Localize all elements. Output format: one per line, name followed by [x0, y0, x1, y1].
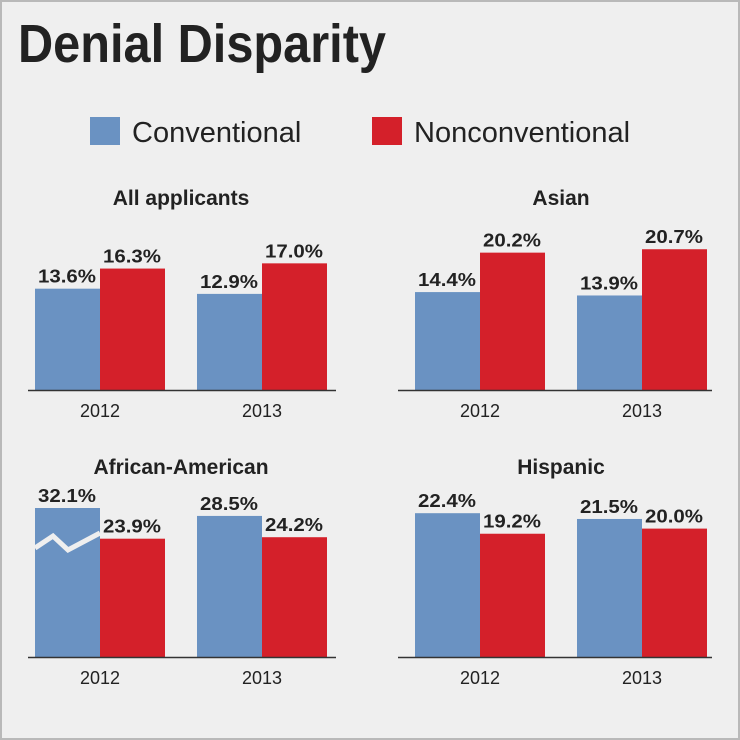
- bar-conventional-2012: [415, 292, 480, 390]
- bar-nonconventional-2012: [480, 533, 545, 657]
- data-label: 14.4%: [418, 270, 476, 290]
- legend-swatch-conventional: [90, 117, 120, 145]
- bar-nonconventional-2012: [100, 268, 165, 390]
- bar-nonconventional-2012: [100, 538, 165, 657]
- bar-conventional-2013: [197, 515, 262, 657]
- bar-conventional-2013: [577, 295, 642, 390]
- data-label: 20.2%: [483, 231, 541, 251]
- x-tick-label: 2013: [622, 401, 662, 421]
- data-label: 21.5%: [580, 497, 638, 517]
- x-tick-label: 2012: [80, 401, 120, 421]
- legend-label-nonconventional: Nonconventional: [414, 117, 630, 149]
- bar-conventional-2012: [415, 513, 480, 657]
- chart-title: Denial Disparity: [18, 14, 386, 74]
- bar-conventional-2013: [577, 518, 642, 657]
- bar-nonconventional-2013: [262, 537, 327, 657]
- bar-nonconventional-2013: [262, 263, 327, 390]
- x-tick-label: 2012: [80, 668, 120, 688]
- data-label: 28.5%: [200, 494, 258, 514]
- data-label: 16.3%: [103, 247, 161, 267]
- data-label: 13.9%: [580, 273, 638, 293]
- panel-title: All applicants: [113, 187, 250, 210]
- data-label: 32.1%: [38, 486, 96, 506]
- legend-swatch-nonconventional: [372, 117, 402, 145]
- data-label: 12.9%: [200, 272, 258, 292]
- data-label: 17.0%: [265, 241, 323, 261]
- x-tick-label: 2012: [460, 668, 500, 688]
- data-label: 24.2%: [265, 515, 323, 535]
- bar-conventional-2013: [197, 293, 262, 390]
- data-label: 20.7%: [645, 227, 703, 247]
- x-tick-label: 2013: [242, 401, 282, 421]
- bar-nonconventional-2013: [642, 249, 707, 390]
- bar-conventional-2012: [35, 508, 100, 657]
- panel-title: African-American: [93, 456, 268, 479]
- legend-label-conventional: Conventional: [132, 117, 301, 149]
- data-label: 22.4%: [418, 491, 476, 511]
- bar-conventional-2012: [35, 288, 100, 390]
- panel-title: Asian: [532, 187, 589, 210]
- x-tick-label: 2013: [242, 668, 282, 688]
- bar-nonconventional-2012: [480, 252, 545, 390]
- data-label: 20.0%: [645, 507, 703, 527]
- bar-nonconventional-2013: [642, 528, 707, 657]
- data-label: 19.2%: [483, 512, 541, 532]
- x-tick-label: 2013: [622, 668, 662, 688]
- data-label: 23.9%: [103, 517, 161, 537]
- x-tick-label: 2012: [460, 401, 500, 421]
- axis-break-mark: [33, 530, 102, 554]
- panel-title: Hispanic: [517, 456, 605, 479]
- data-label: 13.6%: [38, 267, 96, 287]
